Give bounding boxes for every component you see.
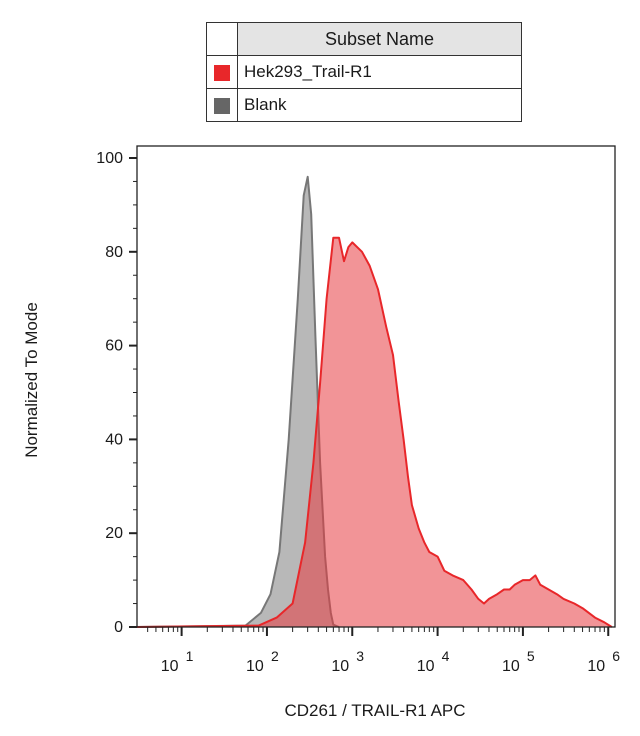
series-area-blank <box>137 176 339 628</box>
x-tick-exponent: 1 <box>186 648 194 664</box>
x-axis-label: CD261 / TRAIL-R1 APC <box>284 701 465 720</box>
legend-swatch-blank <box>214 97 230 114</box>
x-tick-exponent: 6 <box>612 648 620 664</box>
x-tick-label: 10 <box>161 658 179 675</box>
plot-frame <box>136 145 616 628</box>
series-area-hek293-trail-r1 <box>137 237 612 627</box>
x-tick-label: 10 <box>417 658 435 675</box>
y-tick-label: 60 <box>105 338 123 355</box>
y-tick-label: 0 <box>114 619 123 636</box>
x-tick-label: 10 <box>587 658 605 675</box>
x-tick-label: 10 <box>246 658 264 675</box>
legend-table: Subset Name Hek293_Trail-R1 Blank <box>206 22 522 122</box>
series-line-hek293-trail-r1 <box>136 236 613 628</box>
x-tick-label: 10 <box>331 658 349 675</box>
x-tick-exponent: 4 <box>442 648 450 664</box>
legend-swatch-hek293 <box>214 64 230 81</box>
x-tick-label: 10 <box>502 658 520 675</box>
legend-row: Blank <box>206 88 522 122</box>
axes-layer: 0 20 40 60 80 100 10 1 10 2 10 3 10 4 10 5 10 6 <box>96 150 620 675</box>
y-tick-label: 80 <box>105 244 123 261</box>
x-tick-exponent: 3 <box>356 648 364 664</box>
x-tick-exponent: 5 <box>527 648 535 664</box>
y-tick-label: 40 <box>105 431 123 448</box>
y-axis-label: Normalized To Mode <box>22 302 41 458</box>
legend-label-blank: Blank <box>237 88 522 122</box>
x-tick-exponent: 2 <box>271 648 279 664</box>
legend-header-swatch <box>206 22 238 56</box>
series-layer <box>136 175 613 628</box>
y-tick-label: 100 <box>96 150 123 167</box>
y-tick-label: 20 <box>105 525 123 542</box>
